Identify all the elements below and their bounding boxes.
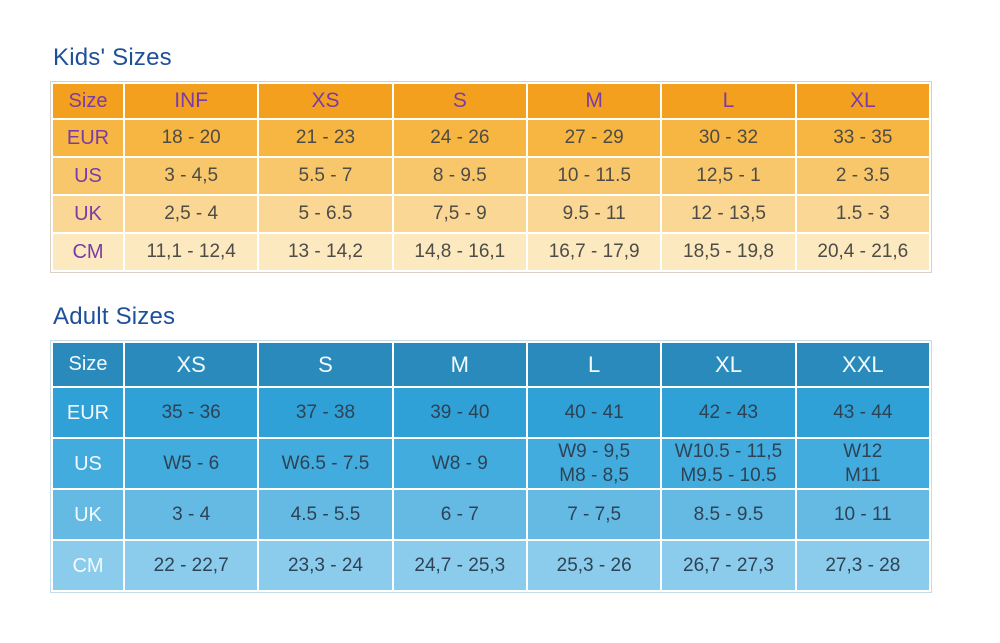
size-value-cell: 21 - 23 bbox=[257, 118, 394, 158]
size-value-cell: 4.5 - 5.5 bbox=[257, 488, 394, 541]
size-value-cell: 37 - 38 bbox=[257, 386, 394, 439]
column-header-xl: XL bbox=[794, 82, 932, 120]
kids-sizes-table-frame: Size INF XS S M L XL EUR 18 - 20 21 - 23 24 - 26 27… bbox=[50, 81, 932, 273]
column-header-l: L bbox=[660, 82, 797, 120]
size-value-cell: 2 - 3.5 bbox=[794, 156, 932, 196]
size-chart-sheet: Kids' Sizes Size INF XS S M L XL EUR 18 - 20 21 -… bbox=[50, 44, 1000, 593]
adult-sizes-title: Adult Sizes bbox=[53, 303, 176, 330]
size-value-cell: 24,7 - 25,3 bbox=[391, 539, 528, 592]
size-value-cell: 8 - 9.5 bbox=[391, 156, 528, 196]
size-value-cell: 8.5 - 9.5 bbox=[660, 488, 797, 541]
size-value-cell: 24 - 26 bbox=[391, 118, 528, 158]
size-value-cell: W6.5 - 7.5 bbox=[257, 437, 394, 490]
size-value-cell: 33 - 35 bbox=[794, 118, 932, 158]
column-header-xl: XL bbox=[660, 341, 797, 388]
size-value-cell: 6 - 7 bbox=[391, 488, 528, 541]
size-value-cell: 43 - 44 bbox=[794, 386, 932, 439]
size-column-header: Size bbox=[51, 341, 125, 388]
adult-sizes-table-frame: Size XS S M L XL XXL EUR 35 - 36 37 - 38 39 - 40 40… bbox=[50, 340, 932, 593]
size-value-cell: 22 - 22,7 bbox=[122, 539, 260, 592]
table-row-us: US W5 - 6 W6.5 - 7.5 W8 - 9 W9 - 9,5 M8 - 8,… bbox=[51, 437, 932, 490]
column-header-xs: XS bbox=[122, 341, 260, 388]
size-value-cell: 27 - 29 bbox=[525, 118, 663, 158]
size-value-cell: 3 - 4,5 bbox=[122, 156, 260, 196]
size-value-cell: 3 - 4 bbox=[122, 488, 260, 541]
size-value-cell: W5 - 6 bbox=[122, 437, 260, 490]
size-value-cell: 39 - 40 bbox=[391, 386, 528, 439]
row-label-cell: UK bbox=[51, 488, 125, 541]
column-header-xs: XS bbox=[257, 82, 394, 120]
column-header-s: S bbox=[391, 82, 528, 120]
row-label-cell: CM bbox=[51, 539, 125, 592]
size-value-cell: 27,3 - 28 bbox=[794, 539, 932, 592]
size-value-cell: 7,5 - 9 bbox=[391, 194, 528, 234]
adult-sizes-table: Size XS S M L XL XXL EUR 35 - 36 37 - 38 39 - 40 40… bbox=[51, 341, 932, 592]
size-value-cell: 13 - 14,2 bbox=[257, 232, 394, 272]
column-header-s: S bbox=[257, 341, 394, 388]
size-value-cell: 14,8 - 16,1 bbox=[391, 232, 528, 272]
table-row-eur: EUR 18 - 20 21 - 23 24 - 26 27 - 29 30 - 32 33… bbox=[51, 118, 932, 158]
row-label-cell: CM bbox=[51, 232, 125, 272]
size-value-cell: 10 - 11.5 bbox=[525, 156, 663, 196]
row-label-cell: EUR bbox=[51, 386, 125, 439]
table-row-eur: EUR 35 - 36 37 - 38 39 - 40 40 - 41 42 - 43 43… bbox=[51, 386, 932, 439]
size-value-cell: 10 - 11 bbox=[794, 488, 932, 541]
table-row-cm: CM 11,1 - 12,4 13 - 14,2 14,8 - 16,1 16,7 - … bbox=[51, 232, 932, 272]
table-row-cm: CM 22 - 22,7 23,3 - 24 24,7 - 25,3 25,3 - 26… bbox=[51, 539, 932, 592]
size-value-cell: 5.5 - 7 bbox=[257, 156, 394, 196]
size-value-cell: 11,1 - 12,4 bbox=[122, 232, 260, 272]
kids-sizes-table: Size INF XS S M L XL EUR 18 - 20 21 - 23 24 - 26 27… bbox=[51, 82, 932, 272]
row-label-cell: US bbox=[51, 437, 125, 490]
size-value-cell: W9 - 9,5 M8 - 8,5 bbox=[525, 437, 663, 490]
column-header-m: M bbox=[391, 341, 528, 388]
size-value-cell: 18,5 - 19,8 bbox=[660, 232, 797, 272]
size-value-cell: 16,7 - 17,9 bbox=[525, 232, 663, 272]
size-value-cell: 18 - 20 bbox=[122, 118, 260, 158]
column-header-m: M bbox=[525, 82, 663, 120]
kids-sizes-title: Kids' Sizes bbox=[53, 44, 172, 71]
size-value-cell: 23,3 - 24 bbox=[257, 539, 394, 592]
size-value-cell: 7 - 7,5 bbox=[525, 488, 663, 541]
size-column-header: Size bbox=[51, 82, 125, 120]
size-value-cell: 12,5 - 1 bbox=[660, 156, 797, 196]
size-value-cell: 9.5 - 11 bbox=[525, 194, 663, 234]
size-value-cell: 20,4 - 21,6 bbox=[794, 232, 932, 272]
size-value-cell: 1.5 - 3 bbox=[794, 194, 932, 234]
size-value-cell: W10.5 - 11,5 M9.5 - 10.5 bbox=[660, 437, 797, 490]
size-value-cell: 40 - 41 bbox=[525, 386, 663, 439]
size-value-cell: W12 M11 bbox=[794, 437, 932, 490]
size-value-cell: 25,3 - 26 bbox=[525, 539, 663, 592]
column-header-xxl: XXL bbox=[794, 341, 932, 388]
header-row: Size INF XS S M L XL bbox=[51, 82, 932, 120]
row-label-cell: EUR bbox=[51, 118, 125, 158]
size-value-cell: 12 - 13,5 bbox=[660, 194, 797, 234]
size-value-cell: 42 - 43 bbox=[660, 386, 797, 439]
column-header-inf: INF bbox=[122, 82, 260, 120]
size-value-cell: 5 - 6.5 bbox=[257, 194, 394, 234]
row-label-cell: US bbox=[51, 156, 125, 196]
kids-sizes-section: Kids' Sizes Size INF XS S M L XL EUR 18 - 20 21 -… bbox=[50, 44, 1000, 273]
size-value-cell: 26,7 - 27,3 bbox=[660, 539, 797, 592]
header-row: Size XS S M L XL XXL bbox=[51, 341, 932, 388]
row-label-cell: UK bbox=[51, 194, 125, 234]
size-value-cell: 2,5 - 4 bbox=[122, 194, 260, 234]
column-header-l: L bbox=[525, 341, 663, 388]
size-value-cell: 30 - 32 bbox=[660, 118, 797, 158]
adult-sizes-section: Adult Sizes Size XS S M L XL XXL EUR 35 - 36 37 -… bbox=[50, 303, 1000, 593]
size-value-cell: W8 - 9 bbox=[391, 437, 528, 490]
size-value-cell: 35 - 36 bbox=[122, 386, 260, 439]
